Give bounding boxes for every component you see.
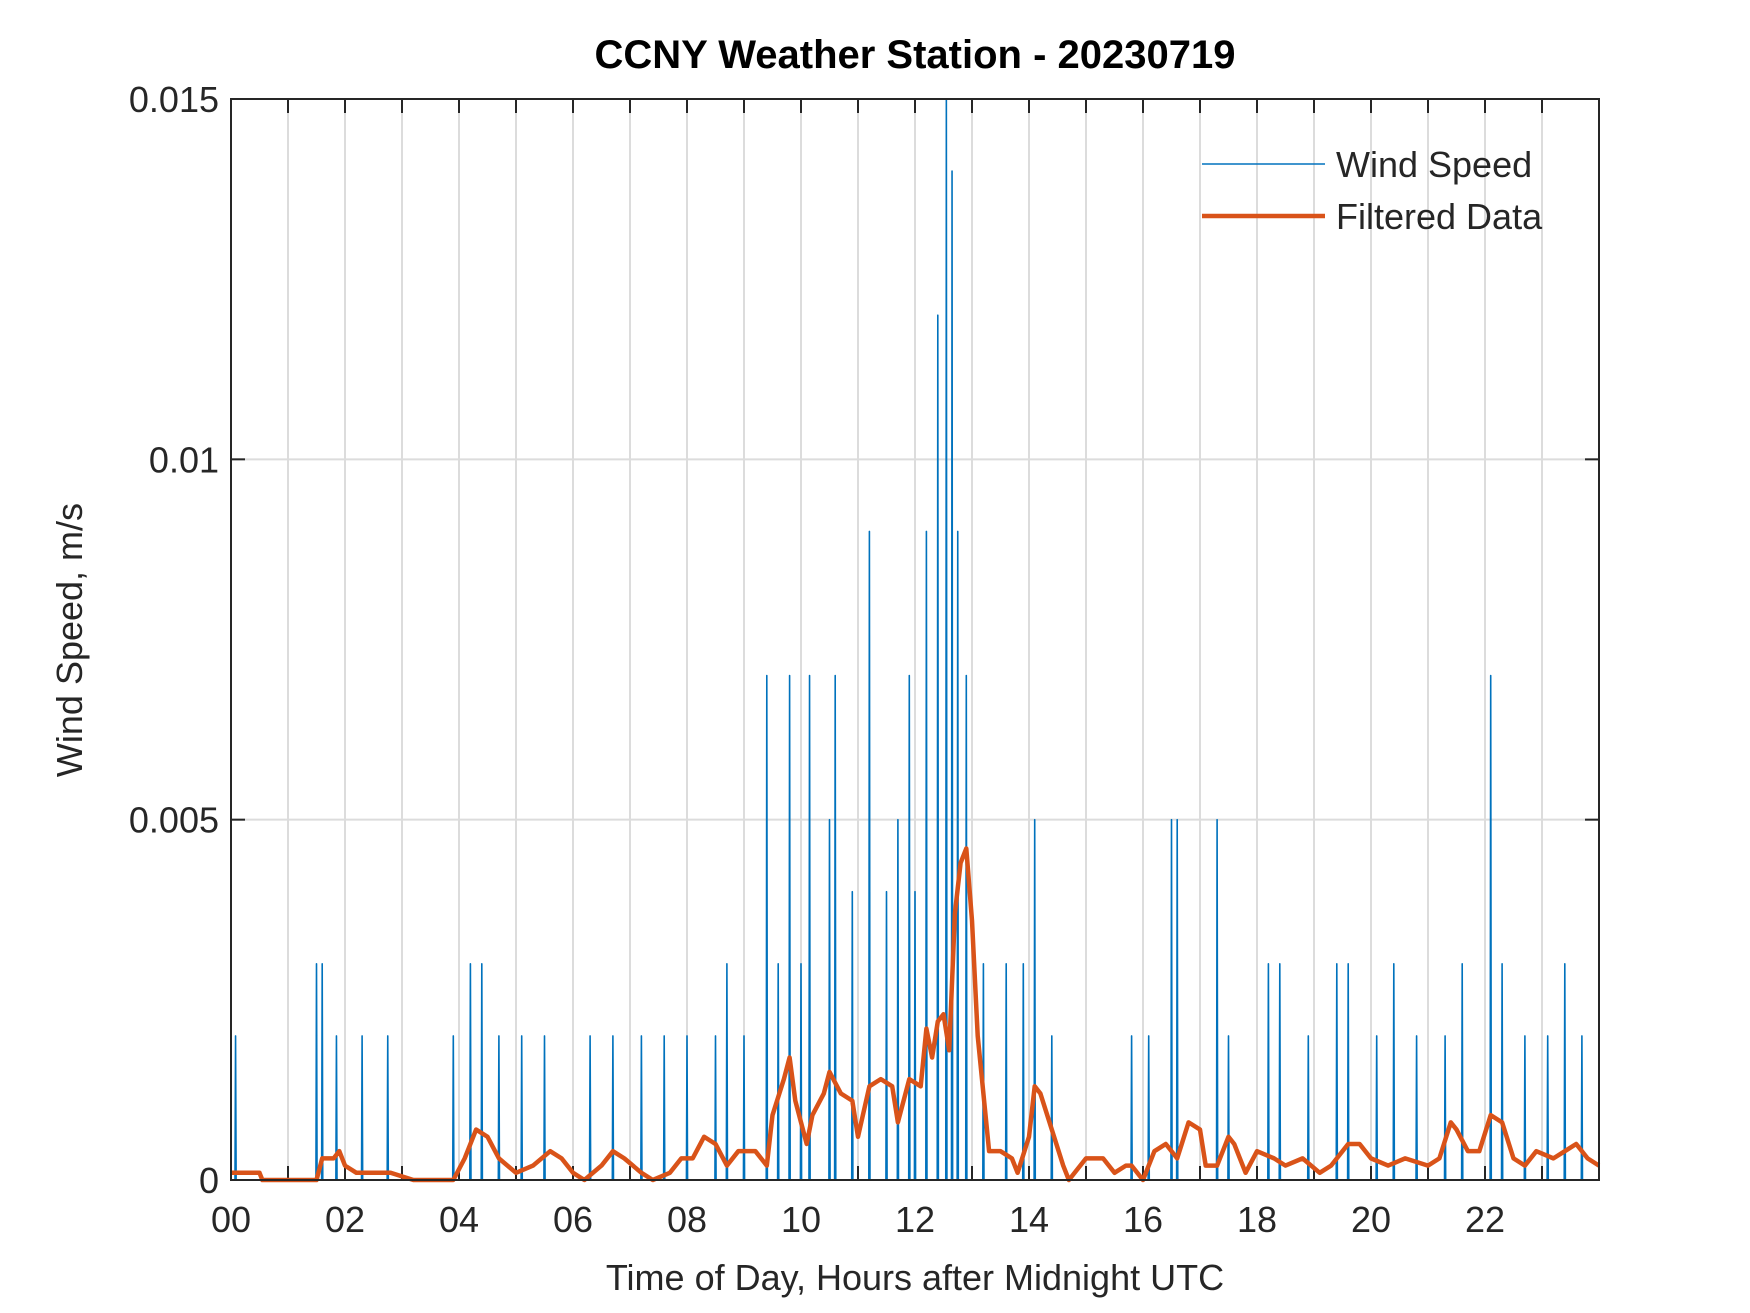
x-tick-label: 16 — [1123, 1199, 1163, 1240]
y-tick-label: 0.015 — [129, 79, 219, 120]
y-tick-label: 0.01 — [149, 439, 219, 480]
x-tick-label: 08 — [667, 1199, 707, 1240]
x-tick-label: 12 — [895, 1199, 935, 1240]
x-axis-label: Time of Day, Hours after Midnight UTC — [606, 1257, 1224, 1298]
legend-label: Filtered Data — [1336, 196, 1543, 237]
legend-label: Wind Speed — [1336, 144, 1532, 185]
plot-frame — [230, 98, 1600, 1181]
x-tick-label: 14 — [1009, 1199, 1049, 1240]
chart-title: CCNY Weather Station - 20230719 — [595, 33, 1236, 77]
x-tick-label: 04 — [439, 1199, 479, 1240]
x-tick-label: 00 — [211, 1199, 251, 1240]
x-tick-label: 18 — [1237, 1199, 1277, 1240]
x-tick-label: 02 — [325, 1199, 365, 1240]
x-tick-label: 10 — [781, 1199, 821, 1240]
x-tick-label: 06 — [553, 1199, 593, 1240]
y-tick-label: 0.005 — [129, 800, 219, 841]
x-tick-label: 20 — [1351, 1199, 1391, 1240]
x-tick-label: 22 — [1465, 1199, 1505, 1240]
y-tick-label: 0 — [199, 1160, 219, 1201]
y-axis-label: Wind Speed, m/s — [49, 503, 90, 777]
series-line — [231, 846, 1601, 1183]
